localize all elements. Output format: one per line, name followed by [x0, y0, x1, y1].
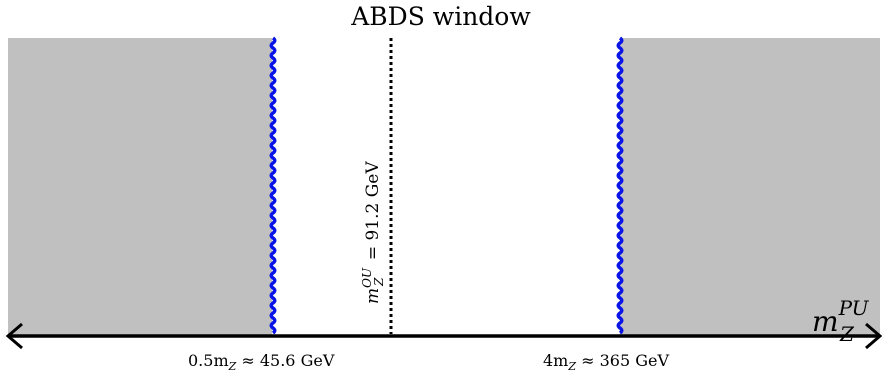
upper-boundary-wave: [616, 36, 624, 335]
z-mass-subscript: Z: [372, 277, 386, 287]
z-mass-value: = 91.2 GeV: [363, 161, 383, 266]
upper-bound-factor: 4m: [543, 351, 568, 370]
axis-left-arrowhead: [5, 322, 23, 350]
axis-label-symbol: m: [812, 305, 839, 338]
axis-label-superscript: PU: [838, 296, 870, 320]
z-mass-superscript: OU: [360, 267, 374, 288]
excluded-region-high: [620, 38, 880, 336]
axis-label-subscript: Z: [839, 322, 855, 346]
lower-bound-value: ≈ 45.6 GeV: [236, 351, 335, 370]
z-mass-line-label: mOUZ = 91.2 GeV: [360, 161, 386, 304]
upper-bound-subscript: Z: [567, 360, 576, 373]
upper-bound-value: ≈ 365 GeV: [576, 351, 669, 370]
lower-bound-factor: 0.5m: [188, 351, 229, 370]
upper-bound-label: 4mZ ≈ 365 GeV: [543, 351, 669, 373]
lower-boundary-wave: [269, 36, 277, 335]
lower-bound-subscript: Z: [228, 360, 237, 373]
z-mass-symbol: m: [363, 288, 383, 304]
axis-right-arrowhead: [865, 322, 882, 350]
lower-bound-label: 0.5mZ ≈ 45.6 GeV: [188, 351, 335, 373]
diagram-title: ABDS window: [350, 2, 531, 31]
axis-label: mPU Z: [812, 296, 870, 346]
excluded-region-low: [8, 38, 272, 336]
